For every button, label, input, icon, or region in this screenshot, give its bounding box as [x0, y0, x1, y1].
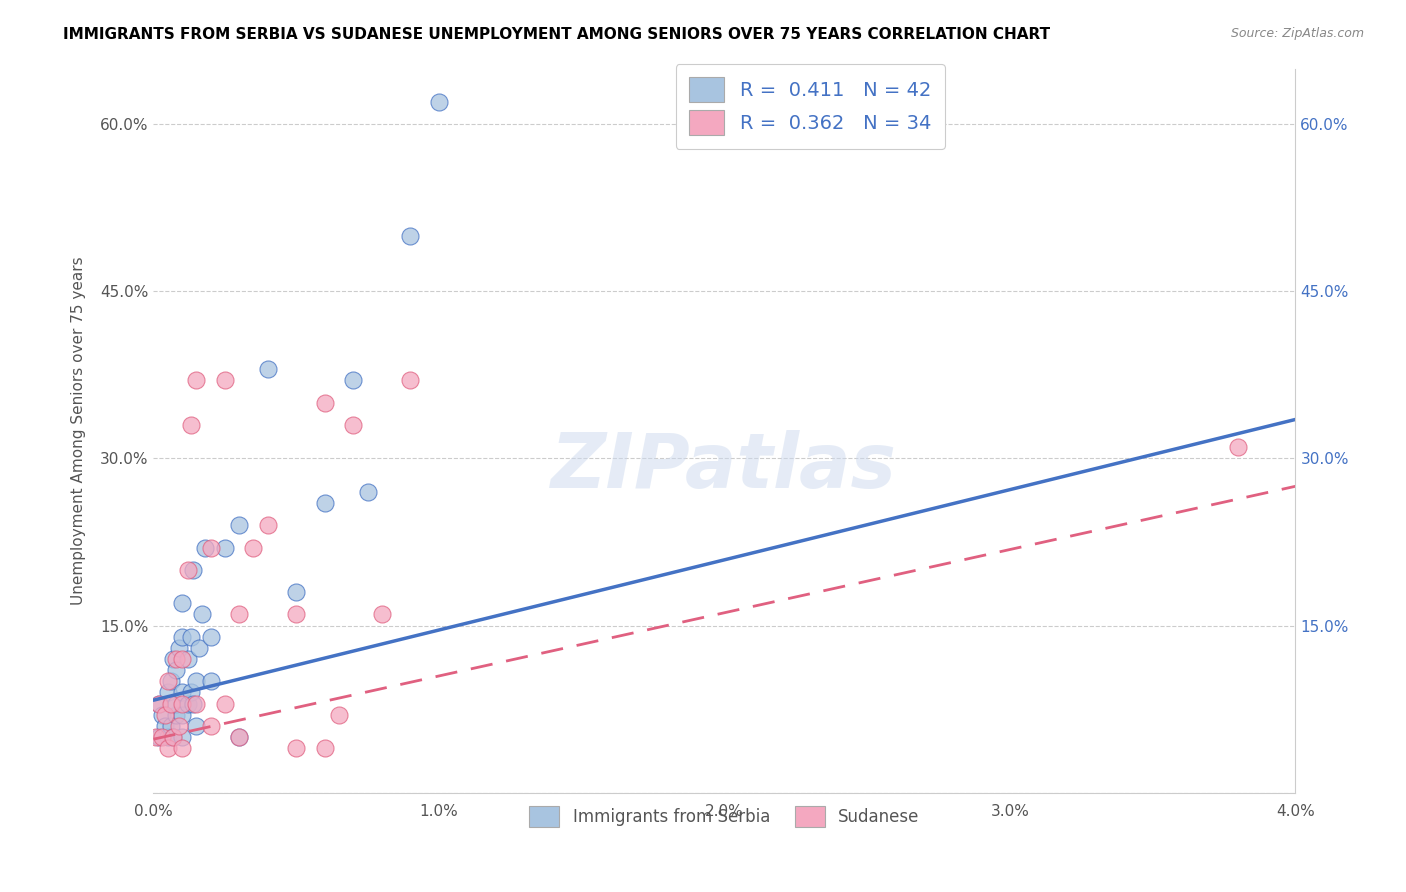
Point	[153, 707, 176, 722]
Point	[156, 674, 179, 689]
Point	[159, 719, 181, 733]
Point	[162, 730, 184, 744]
Point	[186, 674, 208, 689]
Point	[200, 541, 222, 555]
Point	[371, 607, 394, 622]
Point	[314, 496, 336, 510]
Point	[180, 417, 202, 432]
Point	[156, 741, 179, 756]
Point	[186, 719, 208, 733]
Point	[191, 607, 214, 622]
Point	[1227, 440, 1250, 454]
Point	[399, 228, 422, 243]
Point	[183, 563, 205, 577]
Point	[148, 697, 170, 711]
Point	[170, 596, 193, 610]
Point	[145, 730, 167, 744]
Point	[285, 607, 308, 622]
Text: IMMIGRANTS FROM SERBIA VS SUDANESE UNEMPLOYMENT AMONG SENIORS OVER 75 YEARS CORR: IMMIGRANTS FROM SERBIA VS SUDANESE UNEMP…	[63, 27, 1050, 42]
Point	[314, 395, 336, 409]
Point	[200, 674, 222, 689]
Point	[214, 374, 236, 388]
Point	[200, 630, 222, 644]
Point	[228, 607, 250, 622]
Point	[170, 730, 193, 744]
Y-axis label: Unemployment Among Seniors over 75 years: Unemployment Among Seniors over 75 years	[72, 256, 86, 605]
Point	[228, 730, 250, 744]
Point	[183, 697, 205, 711]
Point	[170, 685, 193, 699]
Point	[170, 741, 193, 756]
Point	[177, 652, 200, 666]
Point	[328, 707, 350, 722]
Point	[170, 707, 193, 722]
Point	[228, 518, 250, 533]
Point	[180, 685, 202, 699]
Point	[150, 730, 173, 744]
Point	[342, 417, 364, 432]
Point	[165, 707, 187, 722]
Point	[165, 652, 187, 666]
Point	[148, 697, 170, 711]
Text: Source: ZipAtlas.com: Source: ZipAtlas.com	[1230, 27, 1364, 40]
Point	[180, 630, 202, 644]
Point	[228, 730, 250, 744]
Point	[177, 697, 200, 711]
Point	[285, 741, 308, 756]
Point	[427, 95, 450, 109]
Point	[156, 685, 179, 699]
Point	[165, 663, 187, 677]
Point	[159, 674, 181, 689]
Point	[342, 374, 364, 388]
Legend: Immigrants from Serbia, Sudanese: Immigrants from Serbia, Sudanese	[522, 798, 928, 835]
Point	[214, 697, 236, 711]
Point	[162, 652, 184, 666]
Point	[242, 541, 264, 555]
Point	[170, 652, 193, 666]
Point	[200, 719, 222, 733]
Point	[186, 697, 208, 711]
Point	[356, 484, 378, 499]
Point	[167, 640, 190, 655]
Point	[153, 719, 176, 733]
Point	[214, 541, 236, 555]
Point	[186, 374, 208, 388]
Point	[162, 730, 184, 744]
Point	[285, 585, 308, 599]
Point	[170, 630, 193, 644]
Point	[159, 697, 181, 711]
Point	[314, 741, 336, 756]
Point	[167, 719, 190, 733]
Point	[399, 374, 422, 388]
Point	[256, 362, 278, 376]
Point	[177, 563, 200, 577]
Point	[165, 697, 187, 711]
Point	[256, 518, 278, 533]
Text: ZIPatlas: ZIPatlas	[551, 430, 897, 504]
Point	[148, 730, 170, 744]
Point	[150, 707, 173, 722]
Point	[194, 541, 217, 555]
Point	[170, 697, 193, 711]
Point	[188, 640, 211, 655]
Point	[156, 730, 179, 744]
